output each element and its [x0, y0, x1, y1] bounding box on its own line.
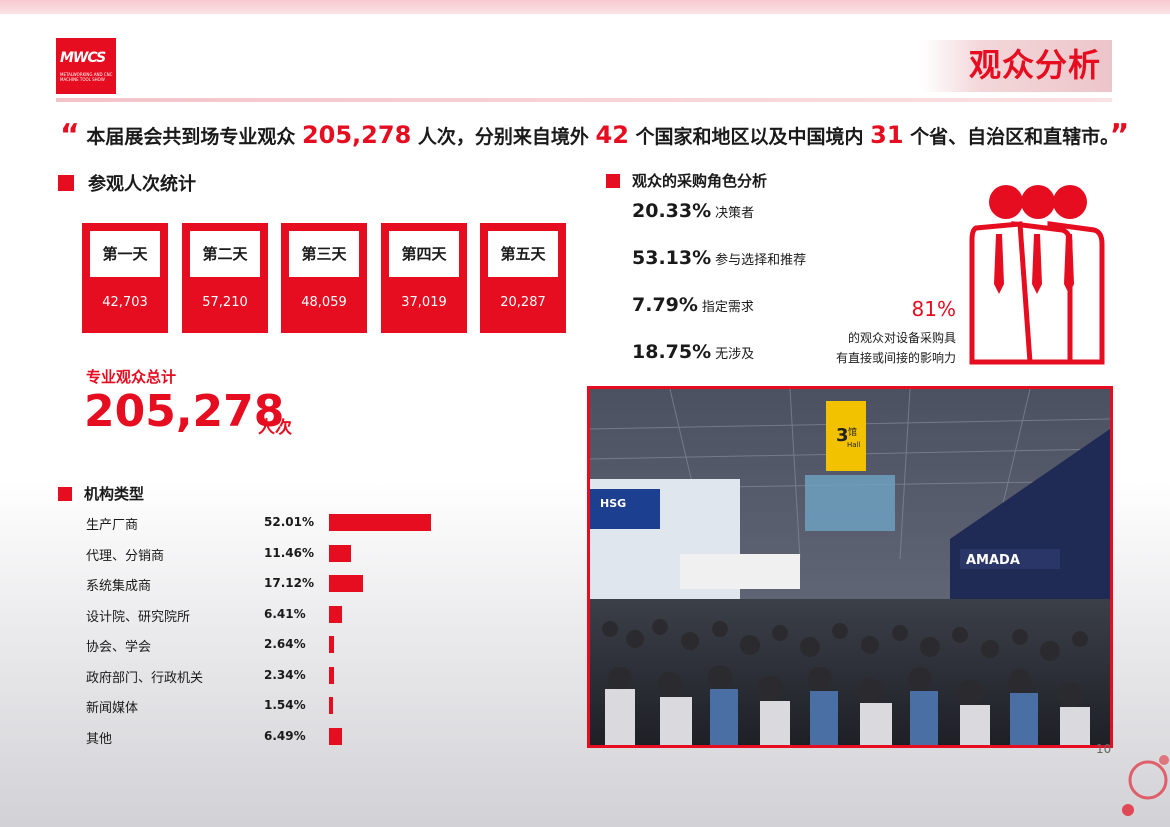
day-value: 37,019: [401, 295, 447, 310]
org-type-bar: [329, 544, 351, 562]
decorative-corner-icon: [1122, 755, 1169, 816]
org-type-label: 生产厂商: [86, 518, 139, 533]
close-quote-mark: ”: [1109, 118, 1130, 153]
day-label: 第四天: [389, 231, 459, 277]
org-type-percent: 11.46%: [264, 545, 314, 560]
org-type-percent: 2.64%: [264, 637, 306, 651]
title-background: [922, 40, 1112, 92]
day-card: 第二天 57,210: [182, 223, 268, 333]
day-card: 第五天 20,287: [480, 223, 566, 333]
header-divider: [56, 98, 1112, 102]
org-types-heading: 机构类型: [58, 483, 144, 504]
page-title: 观众分析: [968, 46, 1101, 84]
org-type-bar: [329, 636, 334, 653]
purchase-roles-heading-text: 观众的采购角色分析: [632, 172, 768, 190]
day-label: 第一天: [90, 231, 160, 277]
org-type-bar: [329, 514, 431, 531]
role-pct: 18.75%: [632, 341, 712, 363]
logo-text: MWCS: [60, 50, 106, 66]
photo-illustration: 3 馆 Hall HSG AMADA: [590, 389, 1110, 745]
mwcs-logo: MWCS METALWORKING AND CNC MACHINE TOOL S…: [56, 38, 116, 94]
org-type-percent: 52.01%: [264, 515, 314, 529]
quote-text-1: 本届展会共到场专业观众: [79, 126, 302, 148]
quote-text-2: 人次，分别来自境外: [411, 126, 596, 148]
role-name: 无涉及: [715, 347, 755, 362]
day-value: 20,287: [500, 295, 546, 310]
influence-percent: 81%: [911, 297, 956, 321]
org-type-bar: [329, 575, 363, 592]
quote-provinces: 31: [870, 121, 904, 149]
day-card: 第四天 37,019: [381, 223, 467, 333]
org-type-label: 协会、学会: [86, 640, 152, 655]
org-type-label: 设计院、研究院所: [86, 609, 191, 625]
role-name: 决策者: [715, 206, 755, 221]
hall-number: 3: [836, 425, 849, 446]
org-type-percent: 2.34%: [264, 667, 306, 682]
hall-label-en: Hall: [847, 441, 860, 449]
day-value: 57,210: [202, 295, 248, 310]
attendance-heading: 参观人次统计: [58, 170, 196, 196]
quote-visitor-count: 205,278: [301, 121, 412, 149]
booth-sign: HSG: [600, 497, 626, 510]
org-type-bar: [329, 605, 342, 623]
business-people-icon: [969, 185, 1105, 365]
total-label: 专业观众总计: [86, 368, 177, 386]
role-name: 指定需求: [701, 300, 754, 315]
hall-label-cn: 馆: [848, 426, 857, 438]
org-type-percent: 1.54%: [264, 698, 306, 712]
day-value: 42,703: [102, 295, 148, 310]
logo-subtitle: METALWORKING AND CNC MACHINE TOOL SHOW: [60, 72, 113, 82]
quote-text-4: 个省、自治区和直辖市。: [903, 126, 1110, 148]
total-unit: 人次: [258, 418, 292, 438]
org-type-label: 系统集成商: [86, 579, 152, 594]
square-bullet-icon: [58, 486, 72, 501]
org-type-label: 政府部门、行政机关: [86, 670, 204, 686]
org-type-percent: 17.12%: [264, 576, 314, 590]
role-row: 20.33% 决策者: [632, 200, 754, 222]
day-card: 第一天 42,703: [82, 223, 168, 333]
org-types-heading-text: 机构类型: [84, 485, 145, 503]
day-label: 第五天: [488, 231, 558, 277]
role-pct: 7.79%: [632, 294, 698, 316]
role-pct: 20.33%: [632, 200, 712, 222]
role-name: 参与选择和推荐: [715, 253, 807, 268]
open-quote-mark: “: [60, 118, 80, 153]
quote-countries: 42: [595, 121, 629, 149]
org-type-label: 其他: [86, 731, 113, 747]
org-type-bar: [329, 727, 342, 745]
role-row: 7.79% 指定需求: [632, 294, 754, 316]
influence-line-1: 的观众对设备采购具: [847, 331, 956, 345]
day-label: 第三天: [289, 231, 359, 277]
exhibition-hall-photo: 3 馆 Hall HSG AMADA: [587, 386, 1113, 748]
attendance-heading-text: 参观人次统计: [88, 174, 196, 195]
day-label: 第二天: [190, 231, 260, 277]
square-bullet-icon: [58, 175, 74, 191]
org-type-label: 代理、分销商: [86, 548, 165, 564]
square-bullet-icon: [606, 173, 620, 188]
org-type-percent: 6.49%: [264, 728, 306, 743]
influence-line-2: 有直接或间接的影响力: [835, 351, 956, 365]
summary-quote: “ 本届展会共到场专业观众 205,278 人次，分别来自境外 42 个国家和地…: [60, 118, 1129, 158]
day-card: 第三天 48,059: [281, 223, 367, 333]
org-type-percent: 6.41%: [264, 606, 306, 621]
org-type-label: 新闻媒体: [86, 701, 139, 716]
brand-sign: AMADA: [966, 553, 1020, 568]
role-pct: 53.13%: [632, 247, 712, 269]
quote-text-3: 个国家和地区以及中国境内: [628, 126, 871, 148]
role-row: 53.13% 参与选择和推荐: [632, 247, 806, 269]
top-band: [0, 0, 1170, 14]
org-type-bar: [329, 697, 333, 714]
total-value: 205,278: [84, 386, 285, 437]
org-type-bar: [329, 666, 334, 684]
page-number: 10: [1096, 742, 1112, 756]
purchase-roles-heading: 观众的采购角色分析: [606, 170, 767, 191]
role-row: 18.75% 无涉及: [632, 341, 754, 363]
day-value: 48,059: [301, 295, 347, 310]
influence-text: 的观众对设备采购具 有直接或间接的影响力: [796, 328, 956, 368]
